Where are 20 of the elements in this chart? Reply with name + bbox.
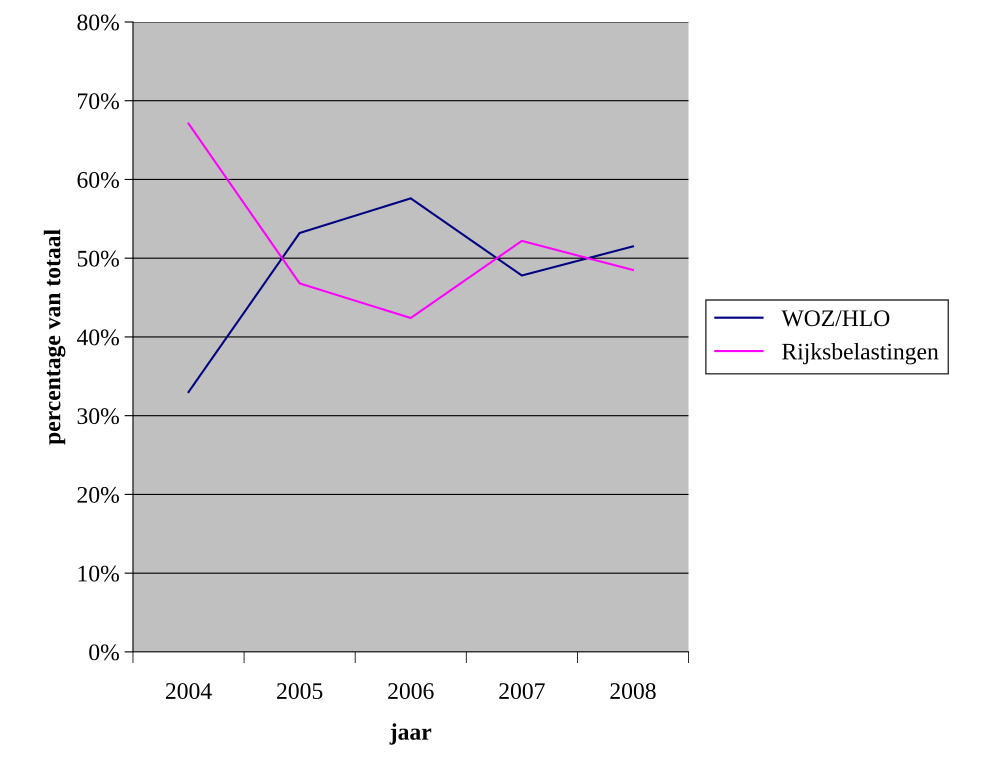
legend-label: Rijksbelastingen	[782, 342, 938, 364]
y-tick-label: 70%	[78, 93, 119, 110]
x-tick-label: 2008	[610, 683, 656, 700]
x-tick-label: 2007	[499, 683, 545, 700]
x-tick-label: 2006	[388, 683, 434, 700]
y-tick-label: 40%	[76, 329, 119, 346]
y-axis-title: percentage van totaal	[44, 229, 66, 445]
x-tick-label: 2005	[277, 683, 322, 700]
y-tick-label: 50%	[78, 250, 119, 267]
y-tick-label: 30%	[78, 408, 119, 424]
y-tick-label: 10%	[78, 566, 119, 582]
line-series	[187, 122, 634, 320]
y-tick-label: 20%	[78, 486, 119, 503]
y-tick-label: 60%	[78, 172, 119, 188]
y-tick-label: 80%	[77, 14, 119, 30]
legend-label: WOZ/HLO	[781, 310, 890, 326]
y-tick-label: 0%	[89, 644, 119, 660]
x-axis-title: jaar	[390, 723, 432, 745]
line-series	[187, 197, 634, 394]
x-tick-label: 2004	[166, 683, 212, 700]
